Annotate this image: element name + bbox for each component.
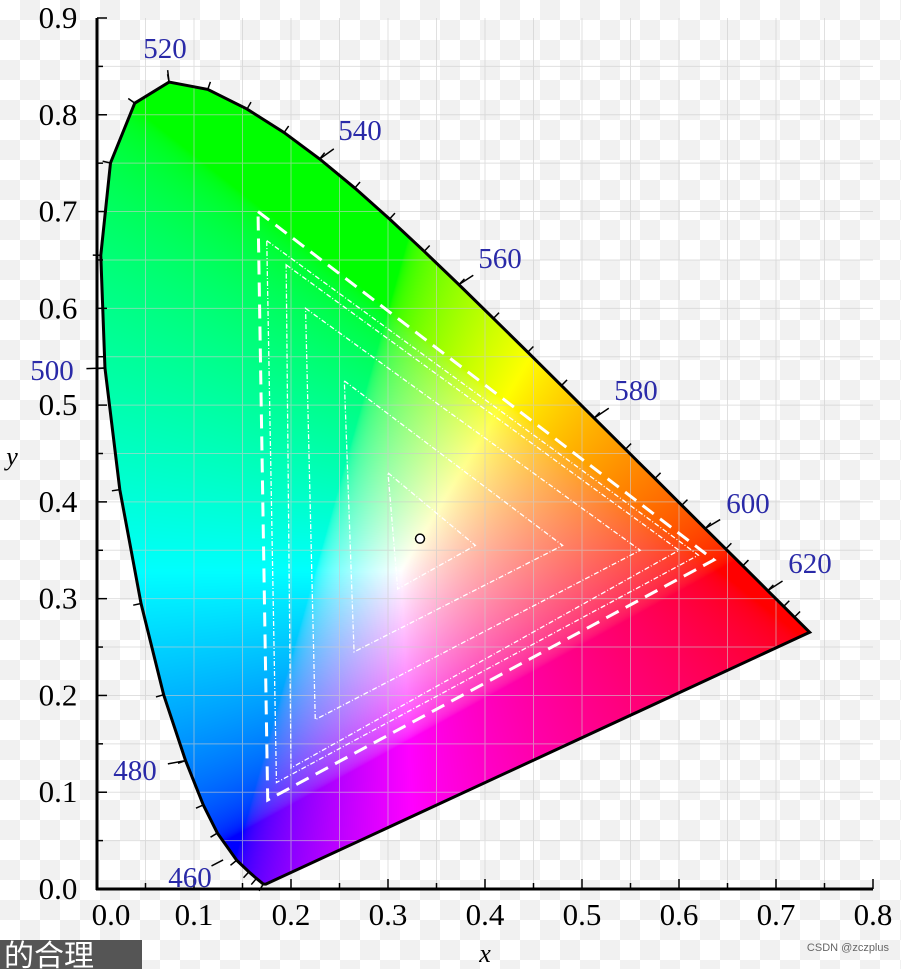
- x-tick-label: 0.2: [272, 897, 311, 932]
- gamut-triangle: [343, 379, 564, 653]
- wavelength-leader: [166, 70, 170, 83]
- locus-tick: [229, 859, 238, 866]
- y-tick-label: 0.5: [39, 387, 78, 422]
- wavelength-label-600: 600: [726, 488, 770, 520]
- locus-tick: [492, 312, 500, 319]
- locus-tick: [195, 804, 204, 809]
- locus-tick: [527, 345, 534, 353]
- wavelength-label-460: 460: [168, 862, 212, 894]
- y-tick-label: 0.6: [39, 290, 78, 325]
- locus-tick: [102, 160, 111, 164]
- wavelength-label-520: 520: [143, 33, 187, 65]
- gamut-triangle: [256, 208, 717, 803]
- locus-tick: [210, 832, 218, 838]
- locus-tick: [681, 499, 688, 506]
- y-tick-label: 0.7: [39, 194, 78, 229]
- wavelength-leader: [86, 367, 105, 370]
- locus-tick: [793, 610, 801, 618]
- x-tick-label: 0.3: [369, 897, 408, 932]
- white-point: [414, 533, 426, 544]
- x-tick-label: 0.6: [660, 897, 699, 932]
- locus-tick: [242, 871, 250, 879]
- video-caption: 的合理: [0, 940, 142, 969]
- locus-tick: [250, 877, 258, 886]
- locus-tick: [207, 81, 212, 90]
- wavelength-label-500: 500: [30, 355, 74, 387]
- wavelength-leader: [167, 759, 186, 765]
- x-tick-label: 0.5: [563, 897, 602, 932]
- locus-tick: [133, 602, 142, 606]
- wavelength-leader: [211, 859, 224, 867]
- locus-tick: [127, 97, 136, 104]
- wavelength-label-580: 580: [614, 375, 658, 407]
- locus-tick: [354, 181, 361, 189]
- y-tick-label: 0.0: [39, 871, 78, 906]
- wavelength-leader: [767, 580, 783, 592]
- wavelength-leader: [704, 518, 721, 530]
- y-tick-label: 0.4: [39, 484, 78, 519]
- x-tick-label: 0.8: [854, 897, 893, 932]
- locus-tick: [423, 245, 431, 252]
- wavelength-leader: [458, 274, 474, 286]
- locus-tick: [283, 125, 290, 134]
- x-tick-label: 0.0: [92, 897, 131, 932]
- locus-tick: [560, 379, 568, 387]
- locus-tick: [742, 559, 749, 567]
- wavelength-label-620: 620: [788, 548, 832, 580]
- locus-tick: [111, 488, 120, 492]
- y-tick-label: 0.9: [39, 0, 78, 35]
- gamut-triangle: [387, 471, 477, 591]
- y-tick-label: 0.1: [39, 774, 78, 809]
- wavelength-label-540: 540: [338, 115, 382, 147]
- grid: [97, 18, 873, 889]
- locus-tick: [155, 694, 164, 698]
- y-tick-label: 0.3: [39, 581, 78, 616]
- spectral-locus: [99, 80, 813, 886]
- locus-tick: [624, 443, 632, 450]
- wavelength-leader: [319, 148, 335, 160]
- x-tick-label: 0.7: [757, 897, 796, 932]
- wavelength-label-480: 480: [113, 755, 157, 787]
- locus-tick: [246, 101, 252, 110]
- gamut-triangle: [285, 263, 681, 770]
- gamut-triangle: [304, 307, 642, 721]
- wavelength-leader: [593, 407, 610, 419]
- credit-watermark: CSDN @zczplus: [806, 942, 889, 954]
- y-tick-label: 0.2: [39, 677, 78, 712]
- locus-tick: [388, 212, 396, 220]
- locus-tick: [725, 542, 732, 550]
- y-tick-label: 0.8: [39, 97, 78, 132]
- locus-tick: [783, 600, 790, 607]
- x-tick-label: 0.1: [175, 897, 214, 932]
- wavelength-label-560: 560: [478, 243, 522, 275]
- x-tick-label: 0.4: [466, 897, 505, 932]
- locus-tick: [654, 472, 662, 479]
- x-axis-label: x: [478, 939, 491, 968]
- gamut-triangle: [266, 239, 700, 784]
- y-axis-label: y: [3, 442, 18, 471]
